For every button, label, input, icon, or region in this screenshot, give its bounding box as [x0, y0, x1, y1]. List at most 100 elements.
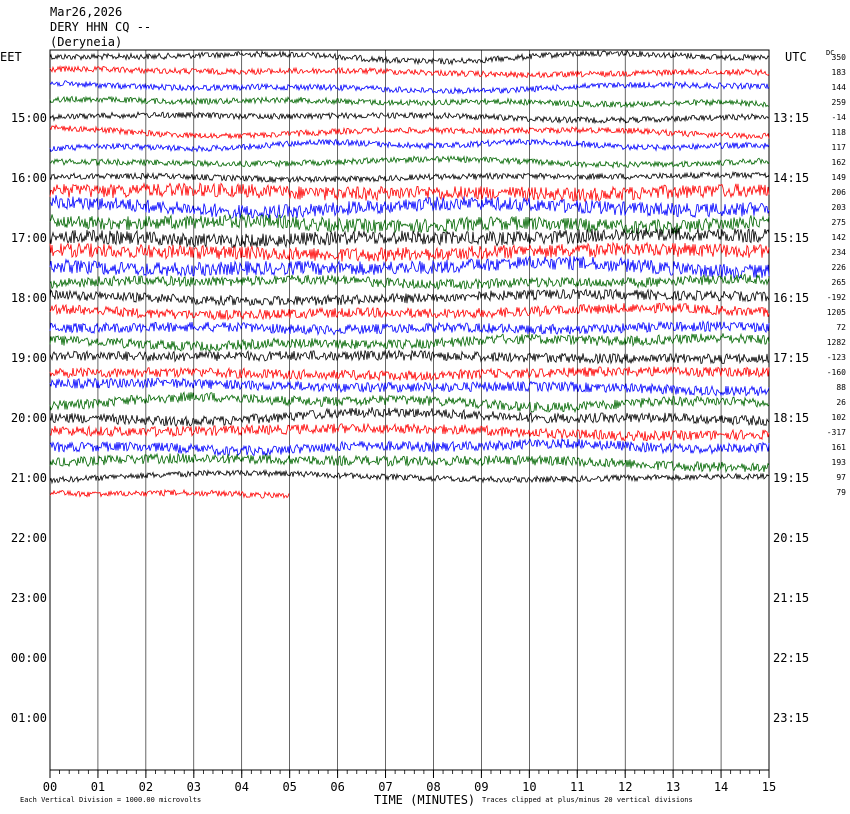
seismic-trace [49, 124, 770, 140]
dc-offset-label: 144 [832, 83, 847, 92]
dc-offset-label: 275 [832, 218, 847, 227]
dc-offset-label: 1205 [827, 308, 846, 317]
seismic-trace [49, 469, 770, 485]
right-hour-label: 13:15 [773, 111, 809, 125]
seismic-trace [49, 138, 770, 153]
seismic-trace [49, 182, 770, 203]
dc-offset-label: 149 [832, 173, 847, 182]
dc-offset-label: 206 [832, 188, 847, 197]
right-hour-label: 23:15 [773, 711, 809, 725]
seismic-trace [49, 225, 770, 249]
seismic-trace [49, 452, 770, 474]
right-hour-label: 21:15 [773, 591, 809, 605]
seismic-trace [49, 438, 770, 457]
x-tick-label: 10 [522, 780, 536, 794]
dc-offset-label: -14 [832, 113, 847, 122]
left-timezone-label: EET [0, 50, 22, 64]
left-hour-label: 15:00 [11, 111, 47, 125]
dc-offset-label: 259 [832, 98, 847, 107]
seismic-trace [49, 320, 770, 336]
dc-label: DC [826, 49, 835, 57]
x-tick-label: 00 [43, 780, 57, 794]
seismic-trace [49, 488, 290, 499]
seismic-trace [49, 155, 770, 170]
dc-offset-label: 234 [832, 248, 847, 257]
seismic-trace [49, 377, 770, 397]
x-tick-label: 03 [187, 780, 201, 794]
seismic-trace [49, 407, 770, 427]
seismic-trace [49, 213, 770, 235]
left-hour-label: 20:00 [11, 411, 47, 425]
dc-offset-label: 161 [832, 443, 847, 452]
x-tick-label: 07 [378, 780, 392, 794]
left-hour-label: 16:00 [11, 171, 47, 185]
dc-offset-label: 350 [832, 53, 847, 62]
left-hour-label: 21:00 [11, 471, 47, 485]
dc-offset-label: -160 [827, 368, 846, 377]
header-date: Mar26,2026 [50, 5, 123, 19]
seismic-trace [49, 255, 770, 279]
x-tick-label: 13 [666, 780, 680, 794]
dc-offset-label: 193 [832, 458, 847, 467]
dc-offset-label: -317 [827, 428, 846, 437]
dc-offset-label: 183 [832, 68, 847, 77]
right-timezone-label: UTC [785, 50, 807, 64]
dc-offset-label: 88 [836, 383, 846, 392]
dc-offset-label: 203 [832, 203, 847, 212]
x-tick-label: 15 [762, 780, 776, 794]
x-tick-label: 11 [570, 780, 584, 794]
x-tick-label: 12 [618, 780, 632, 794]
x-tick-label: 08 [426, 780, 440, 794]
dc-offset-label: 72 [836, 323, 846, 332]
header-station: DERY HHN CQ -- [50, 20, 152, 34]
seismic-trace [49, 170, 770, 184]
right-hour-label: 17:15 [773, 351, 809, 365]
dc-offset-label: 142 [832, 233, 847, 242]
x-tick-label: 01 [91, 780, 105, 794]
dc-offset-label: 26 [836, 398, 846, 407]
plot-frame [49, 49, 770, 771]
x-tick-label: 06 [330, 780, 344, 794]
clip-note: Traces clipped at plus/minus 20 vertical… [482, 796, 693, 804]
right-hour-label: 22:15 [773, 651, 809, 665]
right-hour-label: 18:15 [773, 411, 809, 425]
seismic-trace [49, 241, 770, 263]
left-hour-label: 22:00 [11, 531, 47, 545]
seismic-trace [49, 80, 770, 95]
left-hour-label: 18:00 [11, 291, 47, 305]
x-tick-label: 14 [714, 780, 728, 794]
seismic-trace [49, 95, 770, 109]
dc-offset-label: 79 [836, 488, 846, 497]
x-tick-label: 05 [282, 780, 296, 794]
dc-offset-label: 1282 [827, 338, 846, 347]
right-hour-label: 20:15 [773, 531, 809, 545]
seismic-trace [49, 302, 770, 321]
seismic-trace [49, 111, 770, 125]
dc-offset-label: 226 [832, 263, 847, 272]
x-axis-label: TIME (MINUTES) [374, 793, 476, 807]
seismic-trace [49, 391, 770, 414]
left-hour-label: 01:00 [11, 711, 47, 725]
left-hour-label: 17:00 [11, 231, 47, 245]
dc-offset-label: -123 [827, 353, 846, 362]
right-hour-label: 14:15 [773, 171, 809, 185]
seismic-trace [49, 195, 770, 220]
seismic-trace [49, 366, 770, 382]
seismic-trace [49, 332, 770, 352]
dc-offset-label: 102 [832, 413, 847, 422]
dc-offset-label: 162 [832, 158, 847, 167]
header-location: (Deryneia) [50, 35, 123, 49]
dc-offset-label: 117 [832, 143, 847, 152]
right-hour-label: 15:15 [773, 231, 809, 245]
x-tick-label: 09 [474, 780, 488, 794]
seismic-trace [49, 288, 770, 307]
scale-note: Each Vertical Division = 1000.00 microvo… [20, 796, 202, 804]
x-tick-label: 02 [139, 780, 153, 794]
left-hour-label: 00:00 [11, 651, 47, 665]
seismic-trace [49, 273, 770, 291]
dc-offset-label: 118 [832, 128, 847, 137]
right-hour-label: 16:15 [773, 291, 809, 305]
dc-offset-label: 97 [836, 473, 846, 482]
x-tick-label: 04 [235, 780, 249, 794]
